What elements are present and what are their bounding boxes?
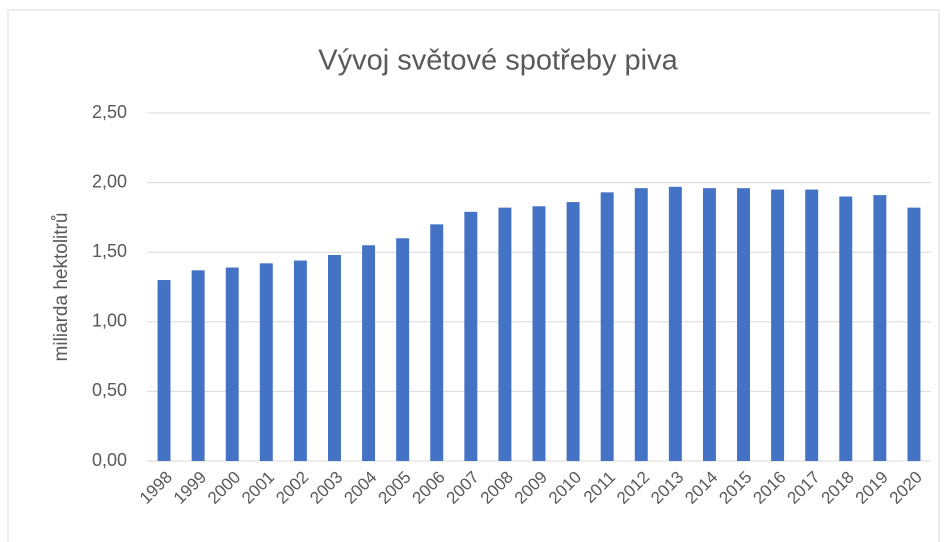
bar — [464, 211, 478, 461]
y-tick-label: 0,50 — [92, 380, 127, 400]
bar — [634, 188, 648, 461]
bar — [668, 186, 682, 461]
bar — [771, 189, 785, 461]
bar — [430, 224, 444, 461]
chart-title: Vývoj světové spotřeby piva — [318, 45, 678, 77]
bar — [702, 188, 716, 461]
bar — [259, 263, 273, 461]
y-tick-label: 1,00 — [92, 311, 127, 331]
bar — [737, 188, 750, 461]
bar — [157, 280, 171, 461]
y-tick-label: 2,50 — [92, 102, 127, 122]
y-tick-label: 0,00 — [92, 450, 127, 470]
bar — [498, 207, 512, 461]
bar — [566, 202, 580, 461]
bar — [839, 196, 853, 461]
bar — [396, 238, 410, 461]
y-tick-label: 1,50 — [92, 241, 127, 261]
bar — [191, 270, 205, 461]
bar — [907, 207, 921, 461]
bar — [532, 206, 546, 461]
bar — [293, 260, 307, 461]
bar — [328, 254, 341, 461]
y-axis-label: miliarda hektolitrů — [51, 213, 72, 362]
bar — [805, 189, 819, 461]
y-tick-label: 2,00 — [92, 171, 127, 191]
bar — [873, 195, 887, 462]
bar — [600, 192, 614, 461]
bar — [225, 267, 239, 461]
bar — [362, 245, 376, 461]
